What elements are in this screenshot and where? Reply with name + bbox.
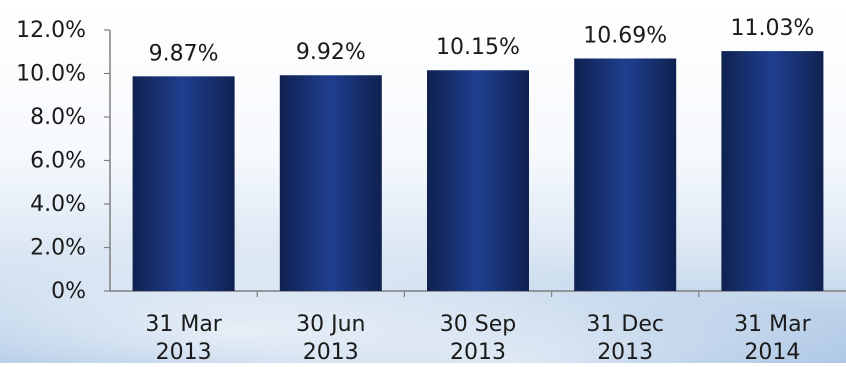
y-tick-label: 2.0% — [30, 236, 86, 261]
bar — [574, 58, 677, 292]
bar — [132, 76, 235, 291]
data-label: 10.15% — [436, 35, 520, 60]
data-label: 9.87% — [149, 41, 219, 66]
x-tick-label: 2013 — [303, 340, 359, 363]
y-tick-label: 4.0% — [30, 192, 86, 217]
x-tick-label: 2014 — [744, 340, 800, 363]
plot-area: 0% 2.0% 4.0% 6.0% 8.0% 10.0% 12.0% 9.87% 31 Mar 2… — [16, 16, 846, 365]
x-tick-label: 2013 — [597, 340, 653, 363]
y-tick-label: 12.0% — [16, 18, 86, 43]
x-tick-label: 30 Sep — [440, 312, 516, 337]
x-tick-label: 2013 — [450, 340, 506, 363]
data-label: 11.03% — [730, 16, 814, 41]
x-tick-label: 31 Mar — [145, 312, 222, 337]
background-cloud — [0, 200, 846, 363]
x-tick-label: 2013 — [156, 340, 212, 363]
data-label: 9.92% — [296, 40, 366, 65]
x-tick-label: 31 Mar — [734, 312, 811, 337]
y-tick-label: 6.0% — [30, 149, 86, 174]
bar — [427, 70, 529, 291]
y-tick-label: 8.0% — [30, 105, 86, 130]
bar — [721, 51, 824, 291]
y-tick-label: 0% — [51, 279, 86, 304]
data-label: 10.69% — [583, 23, 667, 48]
x-tick-label: 30 Jun — [296, 312, 365, 337]
y-tick-label: 10.0% — [16, 62, 86, 87]
bar — [279, 75, 382, 292]
x-tick-label: 31 Dec — [586, 312, 664, 337]
